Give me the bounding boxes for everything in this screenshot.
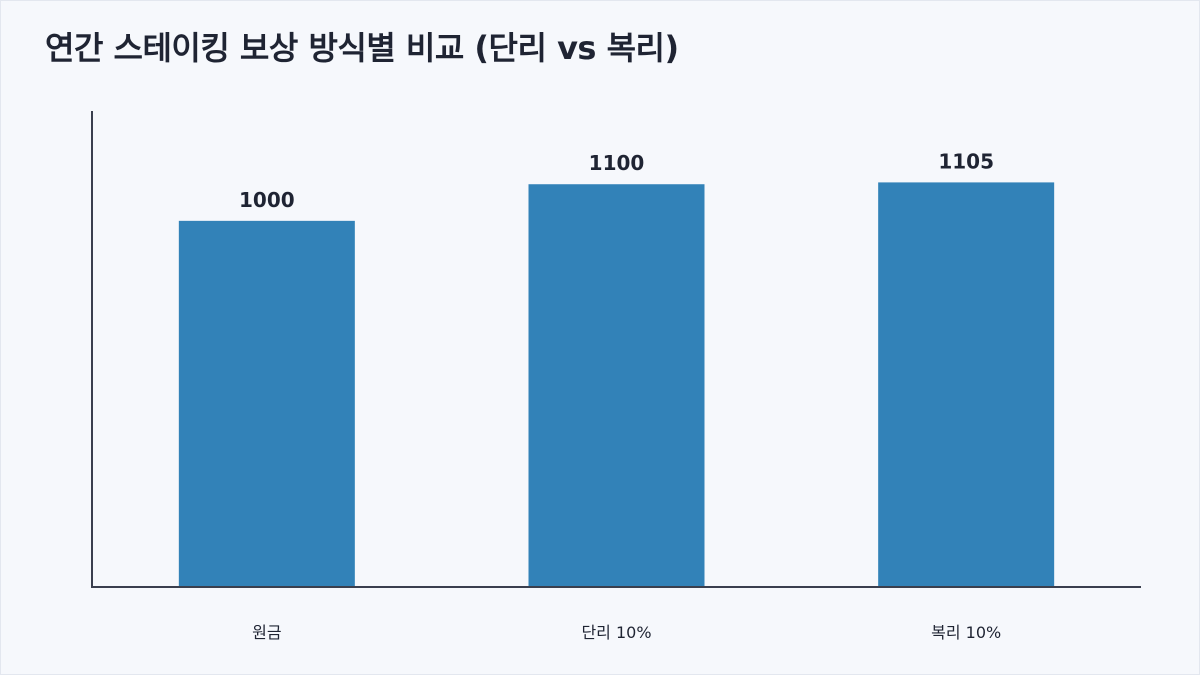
bar-0 xyxy=(178,220,355,587)
bar-1 xyxy=(528,184,705,587)
bar-2 xyxy=(878,182,1055,587)
x-tick-label-0: 원금 xyxy=(252,623,281,642)
data-label-0: 1000 xyxy=(239,188,295,212)
bars-group xyxy=(178,182,1055,587)
chart-title: 연간 스테이킹 보상 방식별 비교 (단리 vs 복리) xyxy=(45,29,679,67)
data-label-2: 1105 xyxy=(938,149,994,173)
x-tick-label-2: 복리 10% xyxy=(931,623,1001,642)
x-tick-labels-group: 원금 단리 10% 복리 10% xyxy=(252,623,1001,642)
x-tick-label-1: 단리 10% xyxy=(581,623,651,642)
data-labels-group: 1000 1100 1105 xyxy=(239,149,994,211)
data-label-1: 1100 xyxy=(589,151,645,175)
